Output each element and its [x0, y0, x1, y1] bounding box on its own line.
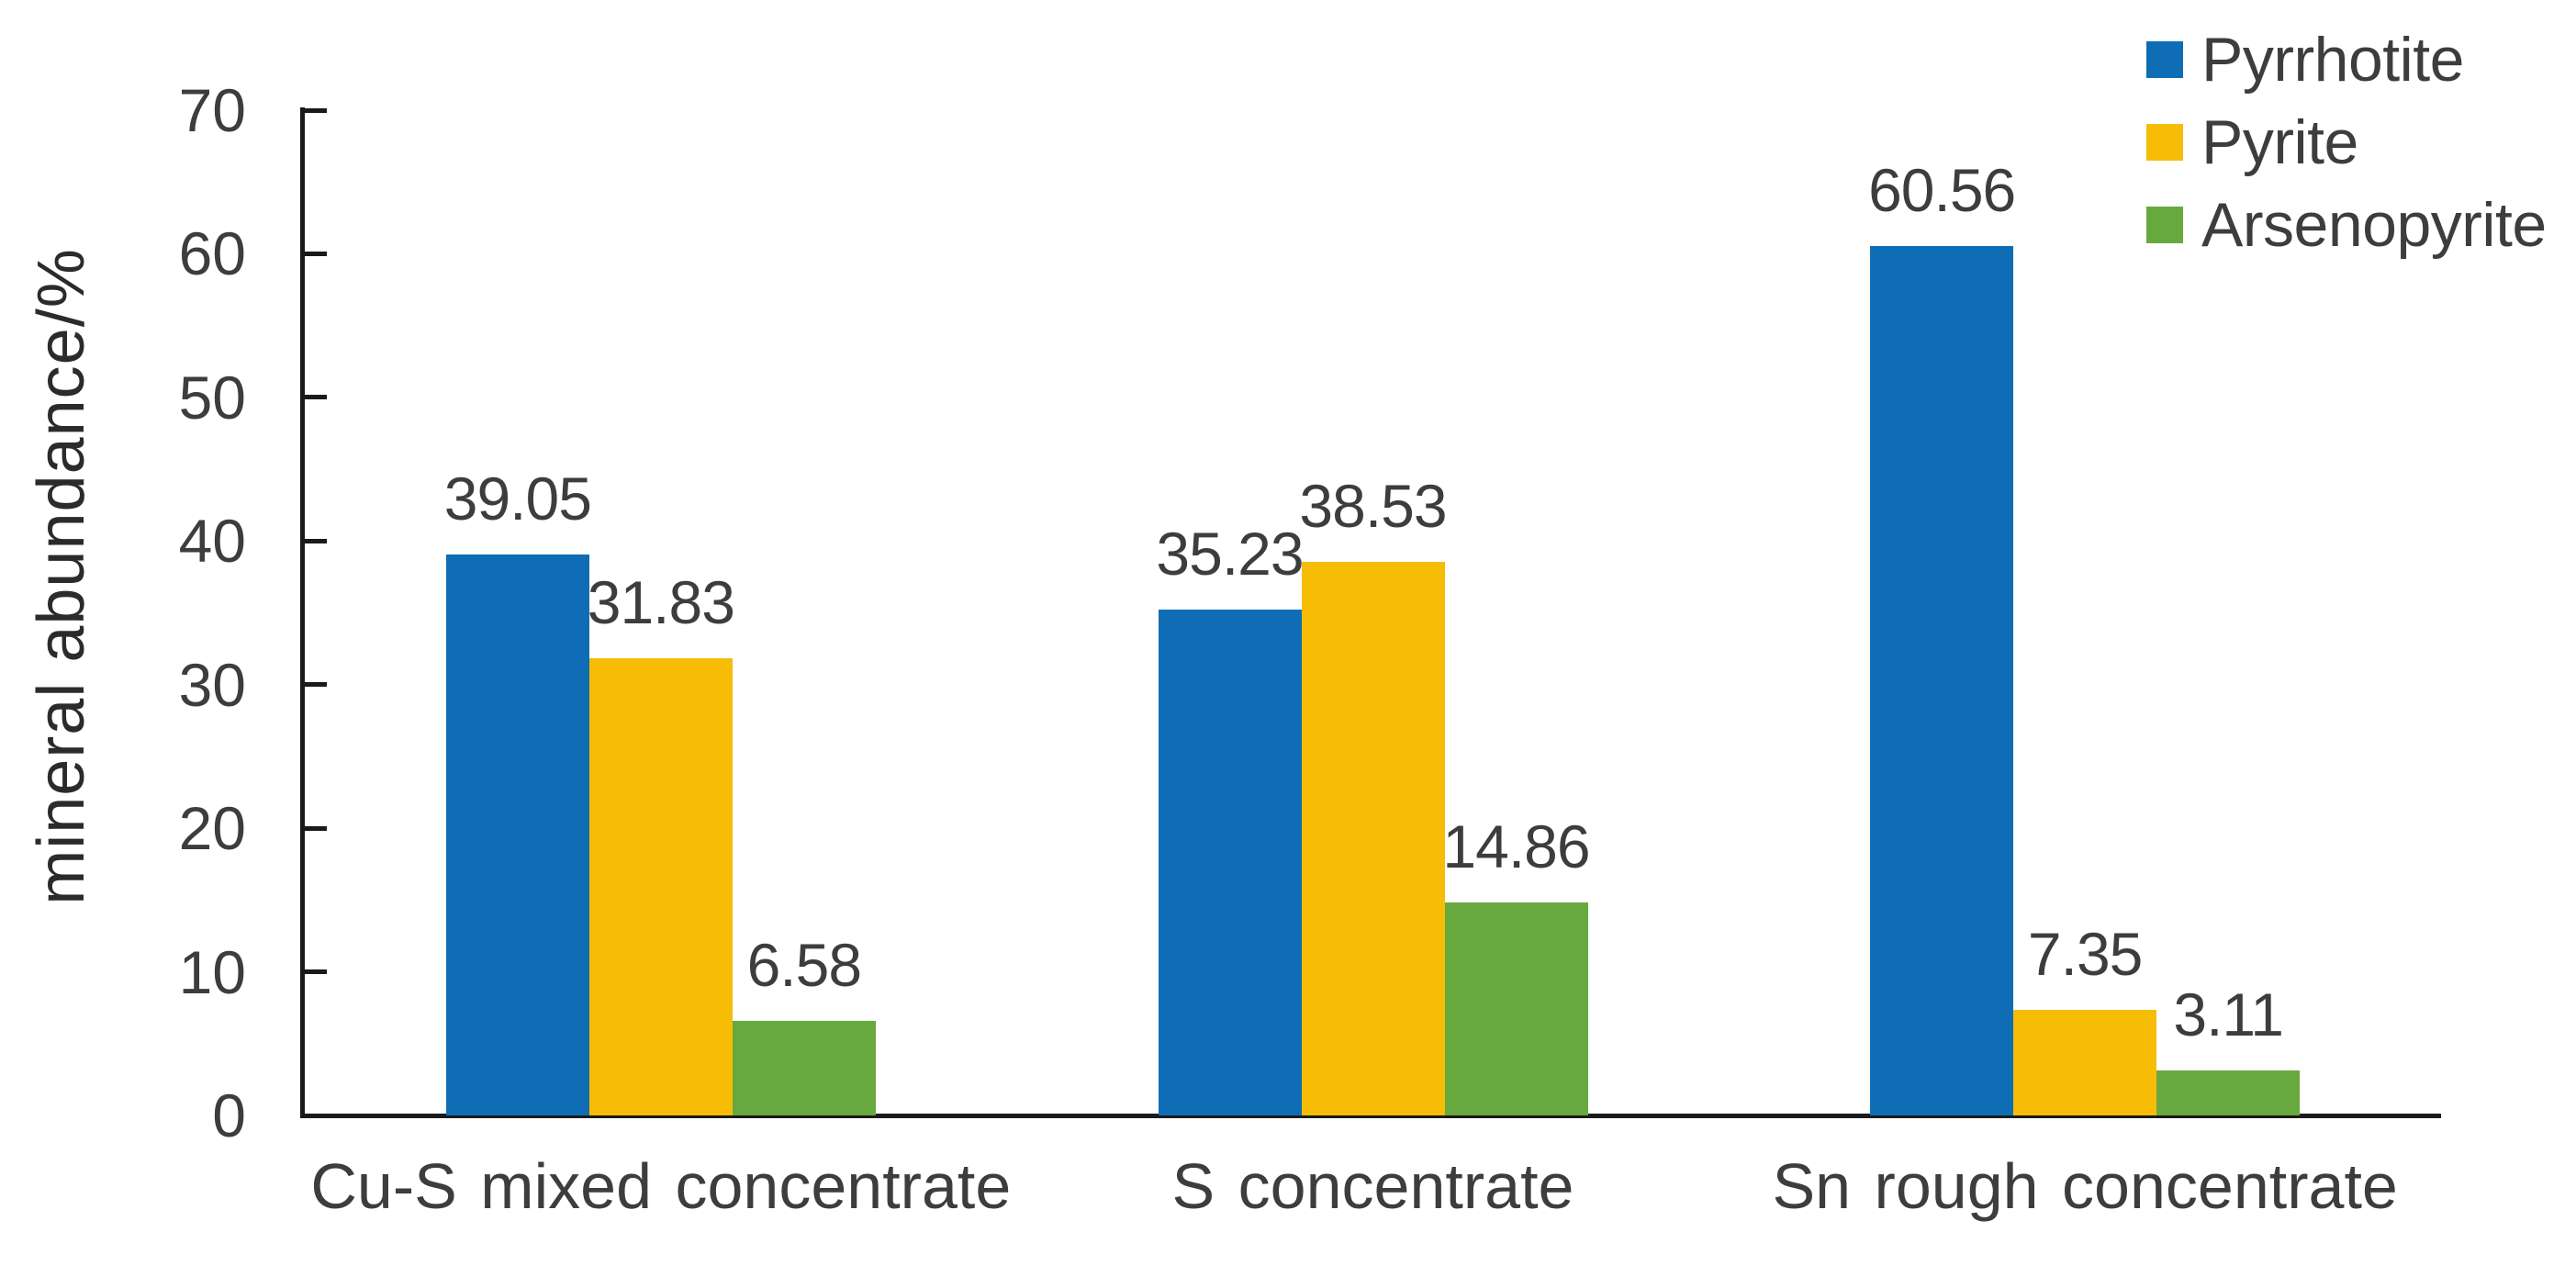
legend: Pyrrhotite Pyrite Arsenopyrite: [2146, 25, 2547, 289]
y-tick-label: 40: [178, 507, 246, 576]
bar-pyrrhotite: [445, 555, 589, 1115]
legend-swatch-icon: [2146, 124, 2183, 161]
y-tick-label: 20: [178, 794, 246, 863]
bar-value-label: 38.53: [1299, 472, 1447, 541]
bar-pyrite: [1301, 562, 1445, 1115]
legend-label: Pyrrhotite: [2201, 25, 2465, 95]
legend-label: Arsenopyrite: [2201, 190, 2547, 260]
y-tick-mark: [305, 682, 327, 688]
bar-value-label: 6.58: [746, 931, 862, 1000]
bar-arsenopyrite: [732, 1021, 876, 1115]
y-tick-mark: [305, 538, 327, 543]
bar-arsenopyrite: [2156, 1070, 2301, 1115]
bar-value-label: 35.23: [1156, 519, 1304, 588]
y-tick-label: 60: [178, 219, 246, 288]
bar-value-label: 31.83: [587, 568, 735, 637]
x-axis-line: [300, 1113, 2441, 1118]
bar-value-label: 14.86: [1442, 812, 1590, 880]
y-tick-label: 10: [178, 937, 246, 1006]
y-tick-mark: [305, 969, 327, 975]
bar-pyrrhotite: [1158, 609, 1302, 1115]
legend-item-arsenopyrite: Arsenopyrite: [2146, 190, 2547, 260]
legend-label: Pyrite: [2201, 107, 2358, 177]
bar-arsenopyrite: [1444, 902, 1588, 1115]
y-tick-label: 0: [212, 1081, 246, 1149]
x-category-label: S concentrate: [1171, 1150, 1574, 1222]
y-tick-mark: [305, 107, 327, 113]
y-tick-mark: [305, 825, 327, 831]
bar-value-label: 7.35: [2027, 920, 2143, 989]
y-tick-label: 50: [178, 363, 246, 431]
y-tick-mark: [305, 395, 327, 400]
x-category-label: Sn rough concentrate: [1772, 1150, 2398, 1222]
bar-value-label: 60.56: [1868, 155, 2016, 224]
y-tick-label: 70: [178, 76, 246, 144]
y-tick-mark: [305, 251, 327, 256]
x-category-label: Cu-S mixed concentrate: [310, 1150, 1012, 1222]
legend-swatch-icon: [2146, 207, 2183, 243]
bar-pyrrhotite: [1870, 245, 2014, 1115]
bar-value-label: 39.05: [443, 465, 592, 533]
legend-item-pyrite: Pyrite: [2146, 107, 2547, 177]
y-tick-label: 30: [178, 650, 246, 719]
bar-value-label: 3.11: [2173, 980, 2284, 1049]
y-axis-line: [300, 107, 305, 1118]
bar-pyrite: [588, 658, 733, 1115]
legend-swatch-icon: [2146, 41, 2183, 78]
bar-pyrite: [2013, 1010, 2157, 1115]
legend-item-pyrrhotite: Pyrrhotite: [2146, 25, 2547, 95]
